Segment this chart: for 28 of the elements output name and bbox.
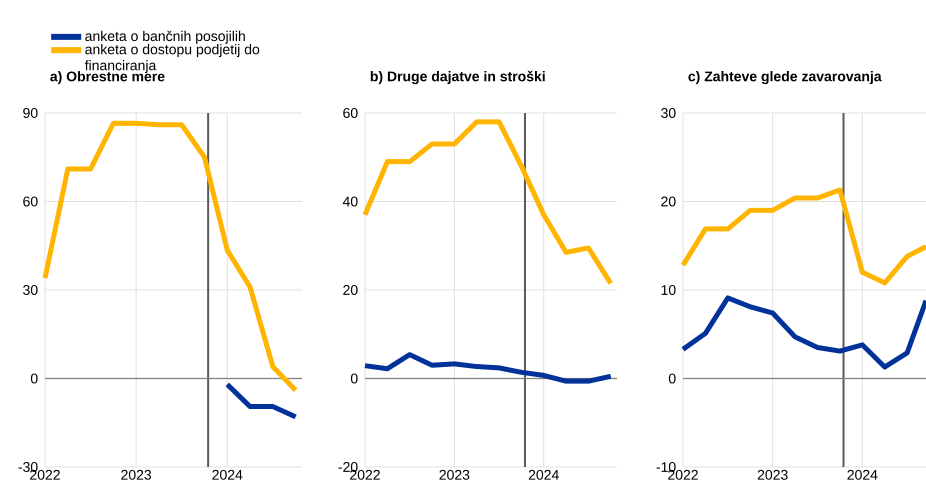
x-tick-label: 2022	[350, 470, 380, 480]
legend-label: anketa o dostopu podjetij do financiranja	[84, 44, 260, 74]
y-tick-label: 60	[23, 196, 38, 206]
x-tick-label: 2024	[212, 470, 242, 480]
chart-title: b) Druge dajatve in stroški	[370, 70, 545, 84]
y-tick-label: 60	[343, 108, 358, 118]
chart-title: c) Zahteve glede zavarovanja	[688, 71, 882, 84]
y-tick-label: 30	[23, 285, 38, 295]
y-tick-label: 90	[23, 108, 38, 118]
y-tick-label: -30	[18, 462, 38, 472]
y-tick-label: 0	[30, 374, 38, 384]
y-tick-label: 20	[343, 285, 358, 295]
x-tick-label: 2024	[847, 470, 878, 480]
y-tick-label: 20	[661, 196, 676, 206]
x-tick-label: 2024	[528, 470, 559, 480]
y-tick-label: 40	[342, 196, 358, 206]
x-tick-label: 2023	[758, 470, 788, 480]
y-tick-label: 0	[350, 374, 358, 384]
x-tick-label: 2022	[668, 470, 698, 480]
y-tick-label: 0	[668, 374, 676, 384]
x-tick-label: 2023	[121, 470, 152, 480]
x-tick-label: 2023	[440, 470, 470, 480]
legend-label: anketa o bančnih posojilih	[85, 30, 245, 44]
y-tick-label: -10	[656, 462, 676, 472]
y-tick-label: -20	[338, 462, 358, 472]
x-tick-label: 2022	[30, 470, 60, 480]
y-tick-label: 10	[662, 285, 676, 295]
y-tick-label: 30	[661, 108, 676, 118]
